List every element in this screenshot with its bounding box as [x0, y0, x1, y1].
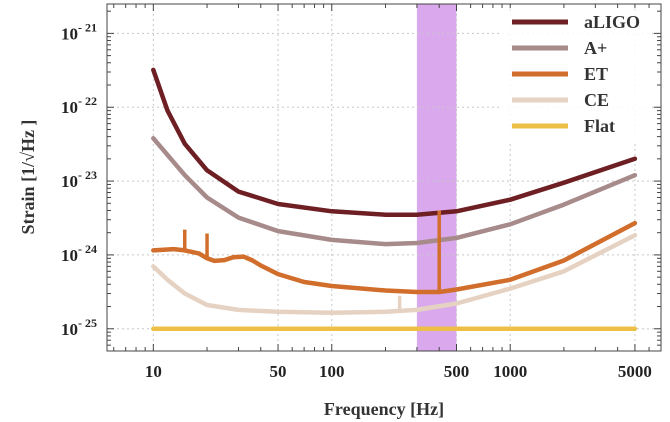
x-tick-label: 5000 — [618, 362, 652, 381]
y-tick-label: 10- 25 — [61, 316, 97, 339]
series-line-a- — [151, 136, 638, 247]
series-line-aligo — [151, 67, 638, 217]
highlight-band — [416, 4, 457, 351]
legend-label: CE — [584, 90, 609, 110]
legend: aLIGO A+ ET CE Flat — [500, 8, 650, 142]
x-tick-label: 10 — [145, 362, 162, 381]
x-tick-label: 50 — [270, 362, 287, 381]
series-line-et — [151, 220, 638, 295]
y-tick-label: 10- 23 — [61, 168, 97, 191]
y-tick-label: 10- 24 — [61, 242, 97, 265]
series-line-ce — [151, 232, 638, 315]
legend-label: Flat — [584, 116, 615, 136]
x-tick-label: 500 — [444, 362, 470, 381]
series-layer — [151, 67, 638, 332]
x-tick-label: 100 — [319, 362, 345, 381]
tick-layer: 10 50 100 500 1000 5000 10- 21 10- 22 10- 23 10- … — [61, 4, 662, 381]
frame-layer — [106, 3, 662, 352]
y-tick-label: 10- 22 — [61, 94, 97, 117]
band-layer — [416, 4, 457, 351]
y-axis-label: Strain [1/√Hz ] — [18, 120, 38, 235]
x-tick-label: 1000 — [493, 362, 527, 381]
legend-label: A+ — [584, 38, 607, 58]
legend-label: ET — [584, 64, 608, 84]
legend-label: aLIGO — [584, 12, 640, 32]
x-axis-label: Frequency [Hz] — [324, 399, 444, 419]
plot-frame — [106, 3, 662, 352]
y-tick-label: 10- 21 — [61, 20, 97, 43]
